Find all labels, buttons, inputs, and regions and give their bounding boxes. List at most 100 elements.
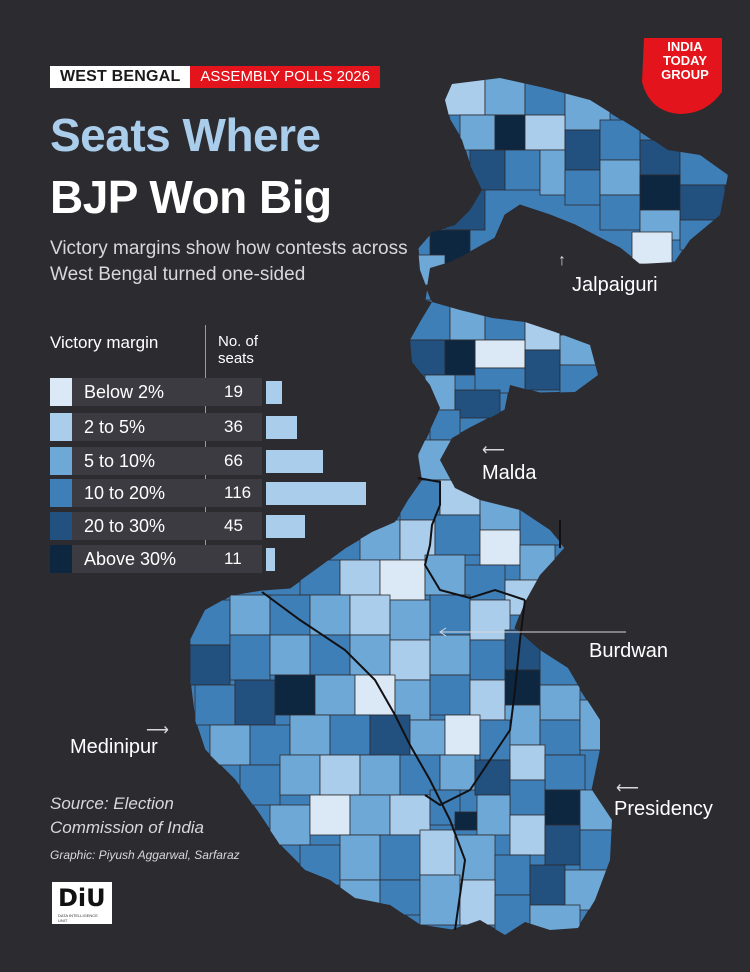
constituency-cell xyxy=(379,879,421,916)
constituency-cell xyxy=(349,794,391,836)
legend-bar xyxy=(266,416,297,439)
constituency-cell xyxy=(389,639,431,681)
constituency-cell xyxy=(454,389,501,419)
constituency-cell xyxy=(429,594,471,636)
constituency-cell xyxy=(599,119,641,161)
constituency-cell xyxy=(269,594,311,636)
constituency-cell xyxy=(469,599,511,641)
india-today-logo: INDIA TODAY GROUP xyxy=(636,34,728,116)
constituency-cell xyxy=(399,519,436,561)
constituency-cell xyxy=(464,564,506,601)
constituency-cell xyxy=(269,804,311,846)
legend-count: 11 xyxy=(224,549,242,568)
legend-range: Below 2% xyxy=(84,382,165,402)
legend-row: 10 to 20% 116 xyxy=(50,479,380,507)
constituency-cell xyxy=(474,367,526,394)
constituency-cell xyxy=(239,764,281,806)
medinipur-arrow-icon: ⟶ xyxy=(146,722,169,739)
graphic-credit: Graphic: Piyush Aggarwal, Sarfaraz xyxy=(50,848,240,862)
constituency-cell xyxy=(379,559,426,601)
legend-swatch xyxy=(50,545,72,573)
constituency-cell xyxy=(474,759,511,796)
constituency-cell xyxy=(349,634,391,676)
title-line-2: BJP Won Big xyxy=(50,171,332,223)
constituency-cell xyxy=(679,149,728,186)
constituency-cell xyxy=(209,724,251,766)
legend-range: 5 to 10% xyxy=(84,451,156,471)
legend-count: 19 xyxy=(224,382,243,401)
constituency-cell xyxy=(479,529,521,566)
region-label-malda: Malda xyxy=(482,462,537,484)
legend-row: Below 2% 19 xyxy=(50,378,380,406)
legend-bar xyxy=(266,450,323,473)
constituency-cell xyxy=(529,904,581,935)
legend-range: 2 to 5% xyxy=(84,417,146,437)
constituency-cell xyxy=(539,719,581,756)
legend-bar xyxy=(266,548,275,571)
constituency-cell xyxy=(539,684,581,721)
jalpaiguri-arrow-icon: ↑ xyxy=(558,252,566,269)
constituency-cell xyxy=(419,829,456,876)
legend-swatch xyxy=(50,447,72,475)
constituency-cell xyxy=(476,794,511,836)
legend-heading-seats: No. of seats xyxy=(218,333,259,367)
legend-swatch xyxy=(50,378,72,406)
region-label-presidency: Presidency xyxy=(614,798,713,820)
constituency-cell xyxy=(539,149,566,196)
constituency-cell xyxy=(474,339,526,369)
legend-row: 5 to 10% 66 xyxy=(50,447,380,475)
legend-heading-margin: Victory margin xyxy=(50,333,159,352)
constituency-cell xyxy=(459,879,496,926)
constituency-cell xyxy=(279,754,321,796)
legend-range: Above 30% xyxy=(84,549,177,569)
constituency-cell xyxy=(519,544,556,581)
legend-row: 2 to 5% 36 xyxy=(50,413,380,441)
division-boundary-burdwan xyxy=(261,591,467,931)
constituency-cell xyxy=(544,789,581,826)
constituency-cell xyxy=(289,714,331,756)
constituency-cell xyxy=(579,829,616,871)
constituency-cell xyxy=(564,869,611,911)
constituency-cell xyxy=(494,854,531,896)
constituency-cell xyxy=(544,824,581,866)
constituency-cell xyxy=(524,349,561,391)
constituency-cell xyxy=(429,674,471,716)
constituency-cell xyxy=(599,194,641,231)
constituency-cell xyxy=(469,639,506,681)
constituency-cell xyxy=(544,754,586,791)
constituency-cell xyxy=(439,479,481,516)
legend-count: 116 xyxy=(224,483,252,502)
constituency-cell xyxy=(539,649,581,686)
constituency-cell xyxy=(559,334,601,366)
constituency-cell xyxy=(409,719,446,756)
constituency-cell xyxy=(329,714,371,756)
constituency-cell xyxy=(469,149,506,191)
constituency-cell xyxy=(389,794,431,836)
header-tag: WEST BENGAL ASSEMBLY POLLS 2026 xyxy=(50,66,380,88)
constituency-cell xyxy=(229,634,271,681)
division-boundary-malda xyxy=(417,477,526,601)
constituency-cell xyxy=(599,159,641,196)
constituency-cell xyxy=(484,309,526,341)
subtitle: Victory margins show how contests across… xyxy=(50,238,408,285)
constituency-cell xyxy=(519,504,561,546)
constituency-cell xyxy=(504,149,541,191)
legend-count: 45 xyxy=(224,516,243,535)
constituency-cell xyxy=(509,744,546,781)
constituency-cell xyxy=(639,139,681,176)
constituency-cell xyxy=(679,184,726,221)
constituency-cell xyxy=(449,299,486,341)
constituency-cell xyxy=(229,594,271,636)
constituency-cell xyxy=(639,174,681,211)
constituency-cell xyxy=(190,644,231,686)
constituency-cell xyxy=(564,129,601,171)
constituency-cell xyxy=(679,219,721,251)
constituency-cell xyxy=(479,494,521,531)
constituency-cell xyxy=(444,264,476,301)
constituency-cell xyxy=(509,779,546,816)
title-line-1: Seats Where xyxy=(50,109,321,161)
legend-count: 36 xyxy=(224,417,243,436)
constituency-cell xyxy=(339,879,381,911)
constituency-cell xyxy=(319,754,361,796)
constituency-cell xyxy=(564,169,601,206)
